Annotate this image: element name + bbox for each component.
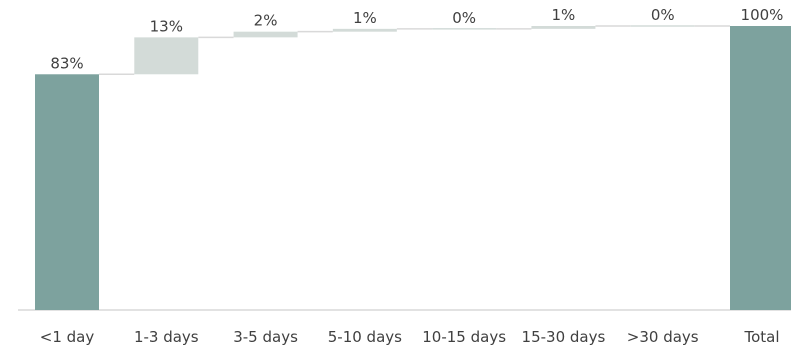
- x-tick-label-1: 1-3 days: [134, 328, 199, 346]
- x-tick-label-2: 3-5 days: [233, 328, 298, 346]
- x-tick-label-6: >30 days: [627, 328, 699, 346]
- bar-7: [730, 26, 791, 310]
- bar-5: [531, 26, 596, 29]
- bar-0: [35, 74, 99, 310]
- data-label-4: 0%: [452, 9, 476, 27]
- x-tick-label-5: 15-30 days: [522, 328, 606, 346]
- x-tick-label-7: Total: [743, 328, 779, 346]
- data-label-1: 13%: [150, 17, 183, 35]
- x-tick-label-group: <1 day 1-3 days 3-5 days 5-10 days 10-15 day…: [40, 328, 780, 346]
- data-label-6: 0%: [651, 6, 675, 24]
- bar-group: [35, 25, 791, 310]
- data-label-7: 100%: [741, 6, 784, 24]
- x-tick-label-0: <1 day: [40, 328, 95, 346]
- data-label-5: 1%: [552, 6, 576, 24]
- data-label-group: 83% 13% 2% 1% 0% 1% 0% 100%: [50, 6, 783, 72]
- bar-6: [630, 25, 695, 27]
- bar-2: [233, 31, 298, 38]
- connector-lines: [99, 25, 730, 76]
- data-label-2: 2%: [254, 12, 278, 30]
- bar-4: [432, 28, 497, 30]
- data-label-0: 83%: [50, 54, 83, 72]
- data-label-3: 1%: [353, 9, 377, 27]
- bar-1: [134, 37, 199, 75]
- bar-3: [332, 28, 397, 32]
- x-tick-label-4: 10-15 days: [422, 328, 506, 346]
- x-tick-label-3: 5-10 days: [328, 328, 402, 346]
